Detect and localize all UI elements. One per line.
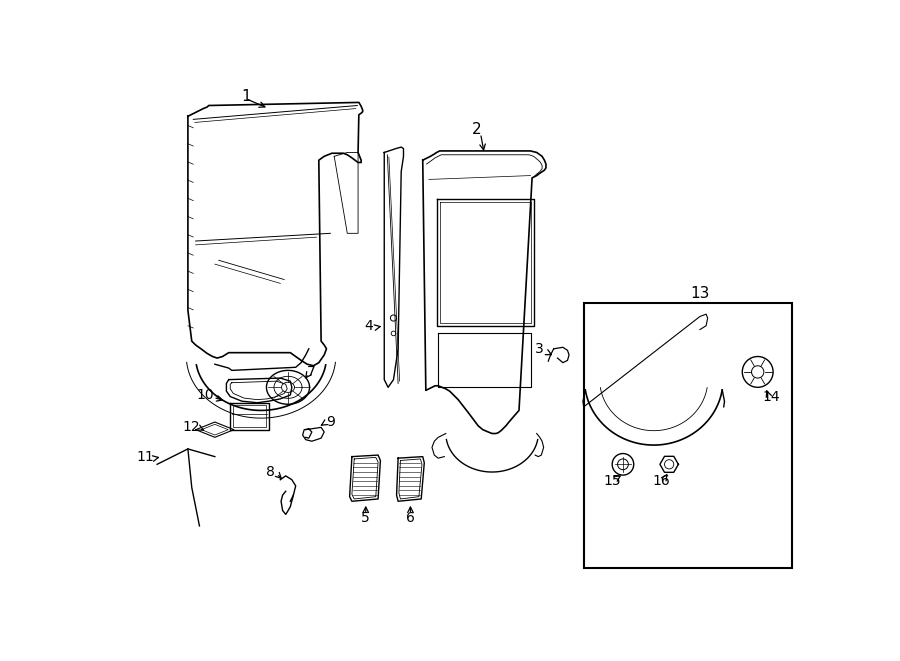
Text: 7: 7 <box>307 365 316 379</box>
Text: 11: 11 <box>137 449 155 463</box>
Text: 12: 12 <box>183 420 201 434</box>
Text: 8: 8 <box>266 465 274 479</box>
Text: 6: 6 <box>406 511 415 525</box>
Text: 3: 3 <box>536 342 544 356</box>
Text: 13: 13 <box>690 286 709 301</box>
Text: 2: 2 <box>472 122 482 137</box>
Text: 15: 15 <box>603 474 621 488</box>
Text: 14: 14 <box>762 389 779 404</box>
Text: 1: 1 <box>241 89 250 104</box>
Text: 9: 9 <box>326 415 335 429</box>
Text: 5: 5 <box>362 511 370 525</box>
Text: 10: 10 <box>197 388 214 402</box>
Text: 16: 16 <box>652 474 670 488</box>
Text: 4: 4 <box>364 319 373 332</box>
Bar <box>584 303 792 568</box>
